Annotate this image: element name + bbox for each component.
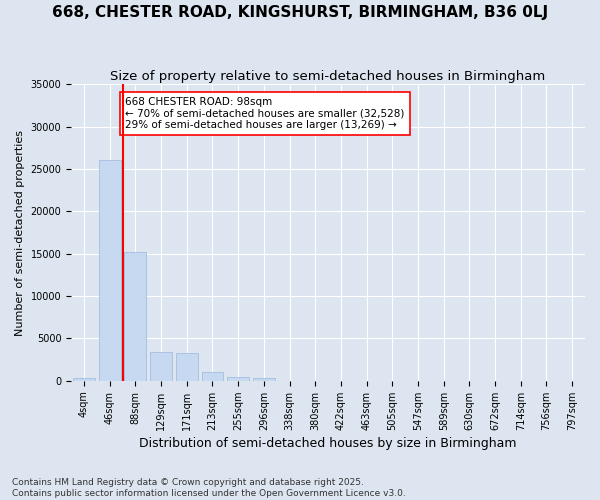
- Text: 668, CHESTER ROAD, KINGSHURST, BIRMINGHAM, B36 0LJ: 668, CHESTER ROAD, KINGSHURST, BIRMINGHA…: [52, 5, 548, 20]
- Text: 668 CHESTER ROAD: 98sqm
← 70% of semi-detached houses are smaller (32,528)
29% o: 668 CHESTER ROAD: 98sqm ← 70% of semi-de…: [125, 97, 404, 130]
- Bar: [150, 352, 172, 381]
- Bar: [176, 353, 197, 381]
- Bar: [253, 378, 275, 381]
- Y-axis label: Number of semi-detached properties: Number of semi-detached properties: [15, 130, 25, 336]
- Text: Contains HM Land Registry data © Crown copyright and database right 2025.
Contai: Contains HM Land Registry data © Crown c…: [12, 478, 406, 498]
- Title: Size of property relative to semi-detached houses in Birmingham: Size of property relative to semi-detach…: [110, 70, 546, 83]
- Bar: [99, 160, 121, 381]
- Bar: [124, 252, 146, 381]
- Bar: [73, 378, 95, 381]
- X-axis label: Distribution of semi-detached houses by size in Birmingham: Distribution of semi-detached houses by …: [139, 437, 517, 450]
- Bar: [227, 376, 249, 381]
- Bar: [202, 372, 223, 381]
